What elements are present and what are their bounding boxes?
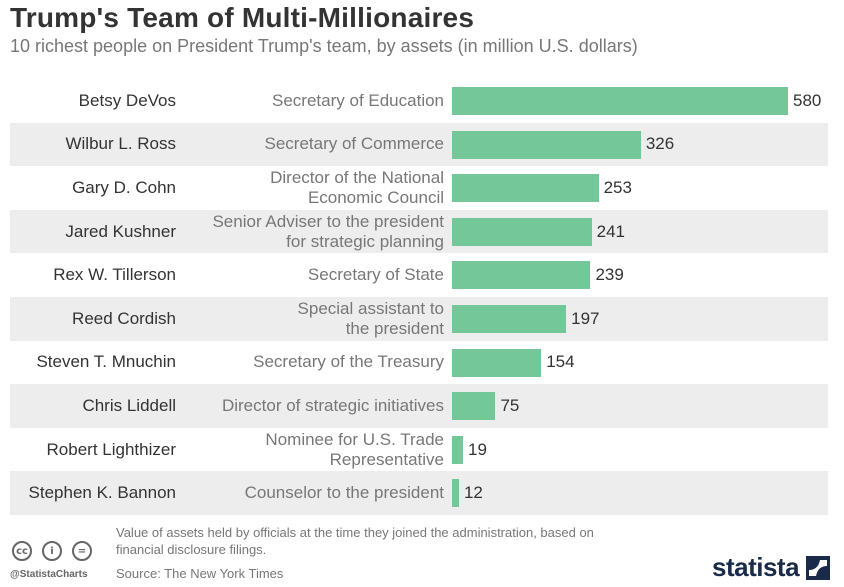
bar xyxy=(452,479,459,508)
category-label: Steven T. Mnuchin xyxy=(36,352,176,372)
bar-row: Stephen K. Bannon Counselor to the presid… xyxy=(10,471,828,515)
social-handle: @StatistaCharts xyxy=(10,569,88,580)
bar-row: Rex W. Tillerson Secretary of State 239 xyxy=(10,253,828,297)
role-label: Secretary of Commerce xyxy=(264,134,445,154)
category-label: Jared Kushner xyxy=(65,221,176,241)
role-label: Director of the National Economic Counci… xyxy=(270,167,444,207)
category-label: Robert Lighthizer xyxy=(46,439,176,459)
category-label: Stephen K. Bannon xyxy=(28,483,176,503)
value-label: 75 xyxy=(500,395,520,415)
chart-subtitle: 10 richest people on President Trump's t… xyxy=(10,36,638,56)
role-label: Nominee for U.S. Trade Representative xyxy=(265,429,444,469)
source: Source: The New York Times xyxy=(116,566,284,581)
bar-row: Steven T. Mnuchin Secretary of the Treasu… xyxy=(10,341,828,385)
value-label: 197 xyxy=(571,308,600,328)
role-label: Counselor to the president xyxy=(244,483,444,503)
role-label: Special assistant to the president xyxy=(297,298,444,338)
role-label: Senior Adviser to the president for stra… xyxy=(212,211,444,251)
footnote: Value of assets held by officials at the… xyxy=(116,525,594,557)
cc-icon: cc xyxy=(12,541,32,561)
category-label: Wilbur L. Ross xyxy=(65,134,176,154)
category-label: Reed Cordish xyxy=(72,308,176,328)
statista-logo-icon xyxy=(806,556,830,580)
value-label: 19 xyxy=(468,439,487,459)
bar xyxy=(452,87,788,115)
bar-row: Betsy DeVos Secretary of Education 580 xyxy=(10,79,828,123)
chart-title: Trump's Team of Multi-Millionaires xyxy=(10,2,475,33)
attribution-icon: i xyxy=(42,541,62,561)
bar-row: Gary D. Cohn Director of the National Eco… xyxy=(10,166,828,210)
category-label: Gary D. Cohn xyxy=(72,177,176,197)
bar xyxy=(452,435,463,464)
value-label: 239 xyxy=(595,265,624,285)
bar xyxy=(452,130,641,159)
category-label: Betsy DeVos xyxy=(78,90,176,110)
bar-row: Jared Kushner Senior Adviser to the presi… xyxy=(10,209,828,254)
no-derivatives-icon: = xyxy=(72,541,92,561)
bar xyxy=(452,217,592,246)
role-label: Director of strategic initiatives xyxy=(221,395,444,415)
bar-row: Wilbur L. Ross Secretary of Commerce 326 xyxy=(10,122,828,167)
value-label: 253 xyxy=(603,177,632,197)
bar xyxy=(452,392,496,421)
bar xyxy=(452,174,599,203)
value-label: 326 xyxy=(645,134,675,154)
bar xyxy=(452,261,591,290)
category-label: Chris Liddell xyxy=(82,395,176,415)
value-label: 241 xyxy=(596,221,625,241)
value-label: 580 xyxy=(793,90,822,110)
role-label: Secretary of State xyxy=(307,265,444,285)
category-label: Rex W. Tillerson xyxy=(53,265,176,285)
statista-logo: statista xyxy=(712,552,800,582)
bar xyxy=(452,348,542,377)
bar-row: Robert Lighthizer Nominee for U.S. Trade … xyxy=(10,428,828,472)
value-label: 12 xyxy=(463,483,483,503)
role-label: Secretary of Education xyxy=(272,90,444,110)
role-label: Secretary of the Treasury xyxy=(253,352,444,372)
bar-row: Chris Liddell Director of strategic initi… xyxy=(10,384,828,428)
value-label: 154 xyxy=(546,352,575,372)
bar xyxy=(452,305,567,333)
bar-row: Reed Cordish Special assistant to the pre… xyxy=(10,297,828,341)
